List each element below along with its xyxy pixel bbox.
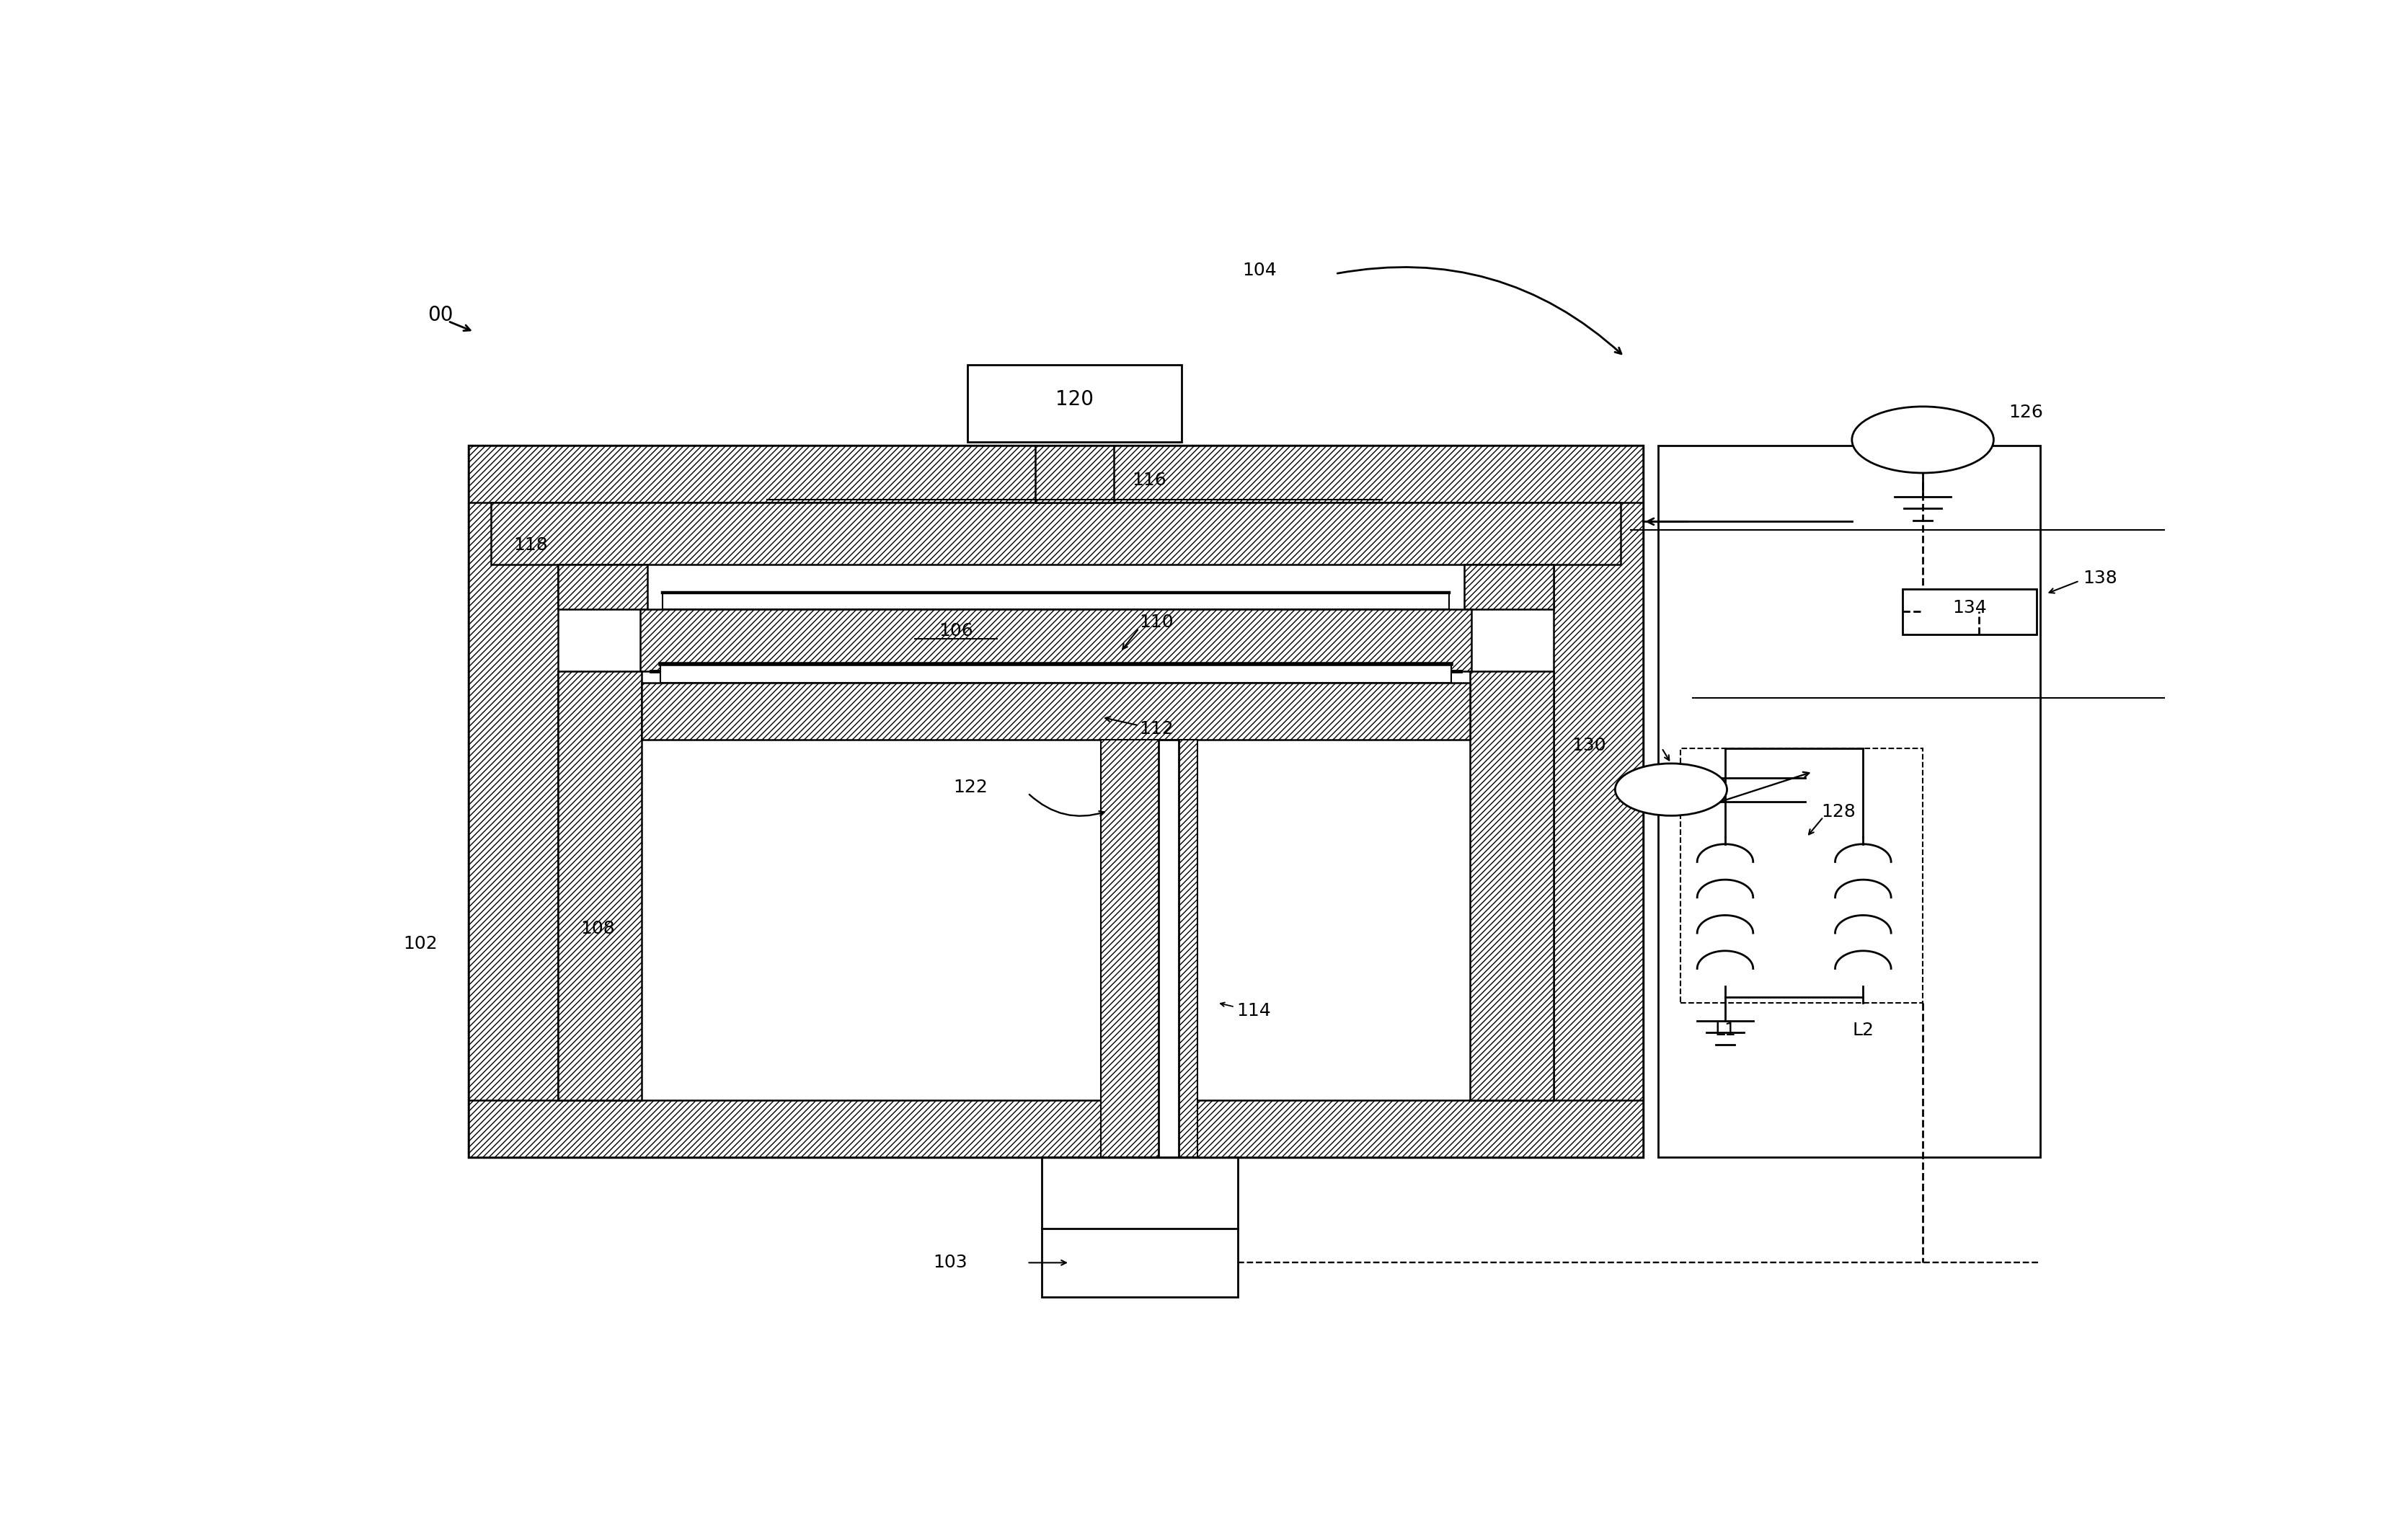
Text: 122: 122 <box>952 779 988 796</box>
Bar <box>558 671 642 1100</box>
Bar <box>469 445 1643 502</box>
Bar <box>469 445 1643 1157</box>
Ellipse shape <box>1852 407 1994 473</box>
Text: 120: 120 <box>1056 390 1094 410</box>
Text: 108: 108 <box>580 919 616 938</box>
Bar <box>1554 445 1643 1157</box>
Text: 103: 103 <box>933 1254 967 1272</box>
Text: 110: 110 <box>1138 614 1174 631</box>
Text: 116: 116 <box>1133 471 1166 488</box>
Text: 00: 00 <box>428 305 452 325</box>
Bar <box>661 664 1450 682</box>
Bar <box>661 593 1448 610</box>
Text: 114: 114 <box>1236 1003 1270 1019</box>
Text: 102: 102 <box>404 935 438 952</box>
Text: 126: 126 <box>1905 425 1941 445</box>
Bar <box>1041 1229 1236 1297</box>
Bar <box>469 445 558 1157</box>
Bar <box>640 610 1472 671</box>
Bar <box>1099 739 1198 1157</box>
Bar <box>1465 564 1554 610</box>
Text: 112: 112 <box>1138 721 1174 738</box>
Bar <box>1679 748 1922 1003</box>
Text: 106: 106 <box>938 622 974 639</box>
Bar <box>1159 739 1178 1157</box>
Bar <box>1902 590 2037 634</box>
Text: 126: 126 <box>2008 403 2042 420</box>
Bar <box>1034 445 1114 502</box>
Text: 128: 128 <box>1821 804 1854 821</box>
Text: L2: L2 <box>1852 1021 1873 1040</box>
Bar <box>558 564 647 610</box>
Text: 104: 104 <box>1241 262 1277 279</box>
Text: 138: 138 <box>2083 570 2116 587</box>
Bar <box>967 365 1181 442</box>
Ellipse shape <box>1614 764 1727 816</box>
Bar <box>1469 671 1554 1100</box>
Bar <box>1657 445 2039 1157</box>
Bar <box>491 502 1621 564</box>
Text: L1: L1 <box>1715 1021 1736 1040</box>
Text: 118: 118 <box>512 536 548 554</box>
Text: 134: 134 <box>1950 599 1987 618</box>
Bar <box>469 1100 1643 1157</box>
Text: 130: 130 <box>1570 738 1607 755</box>
Bar <box>642 682 1469 739</box>
